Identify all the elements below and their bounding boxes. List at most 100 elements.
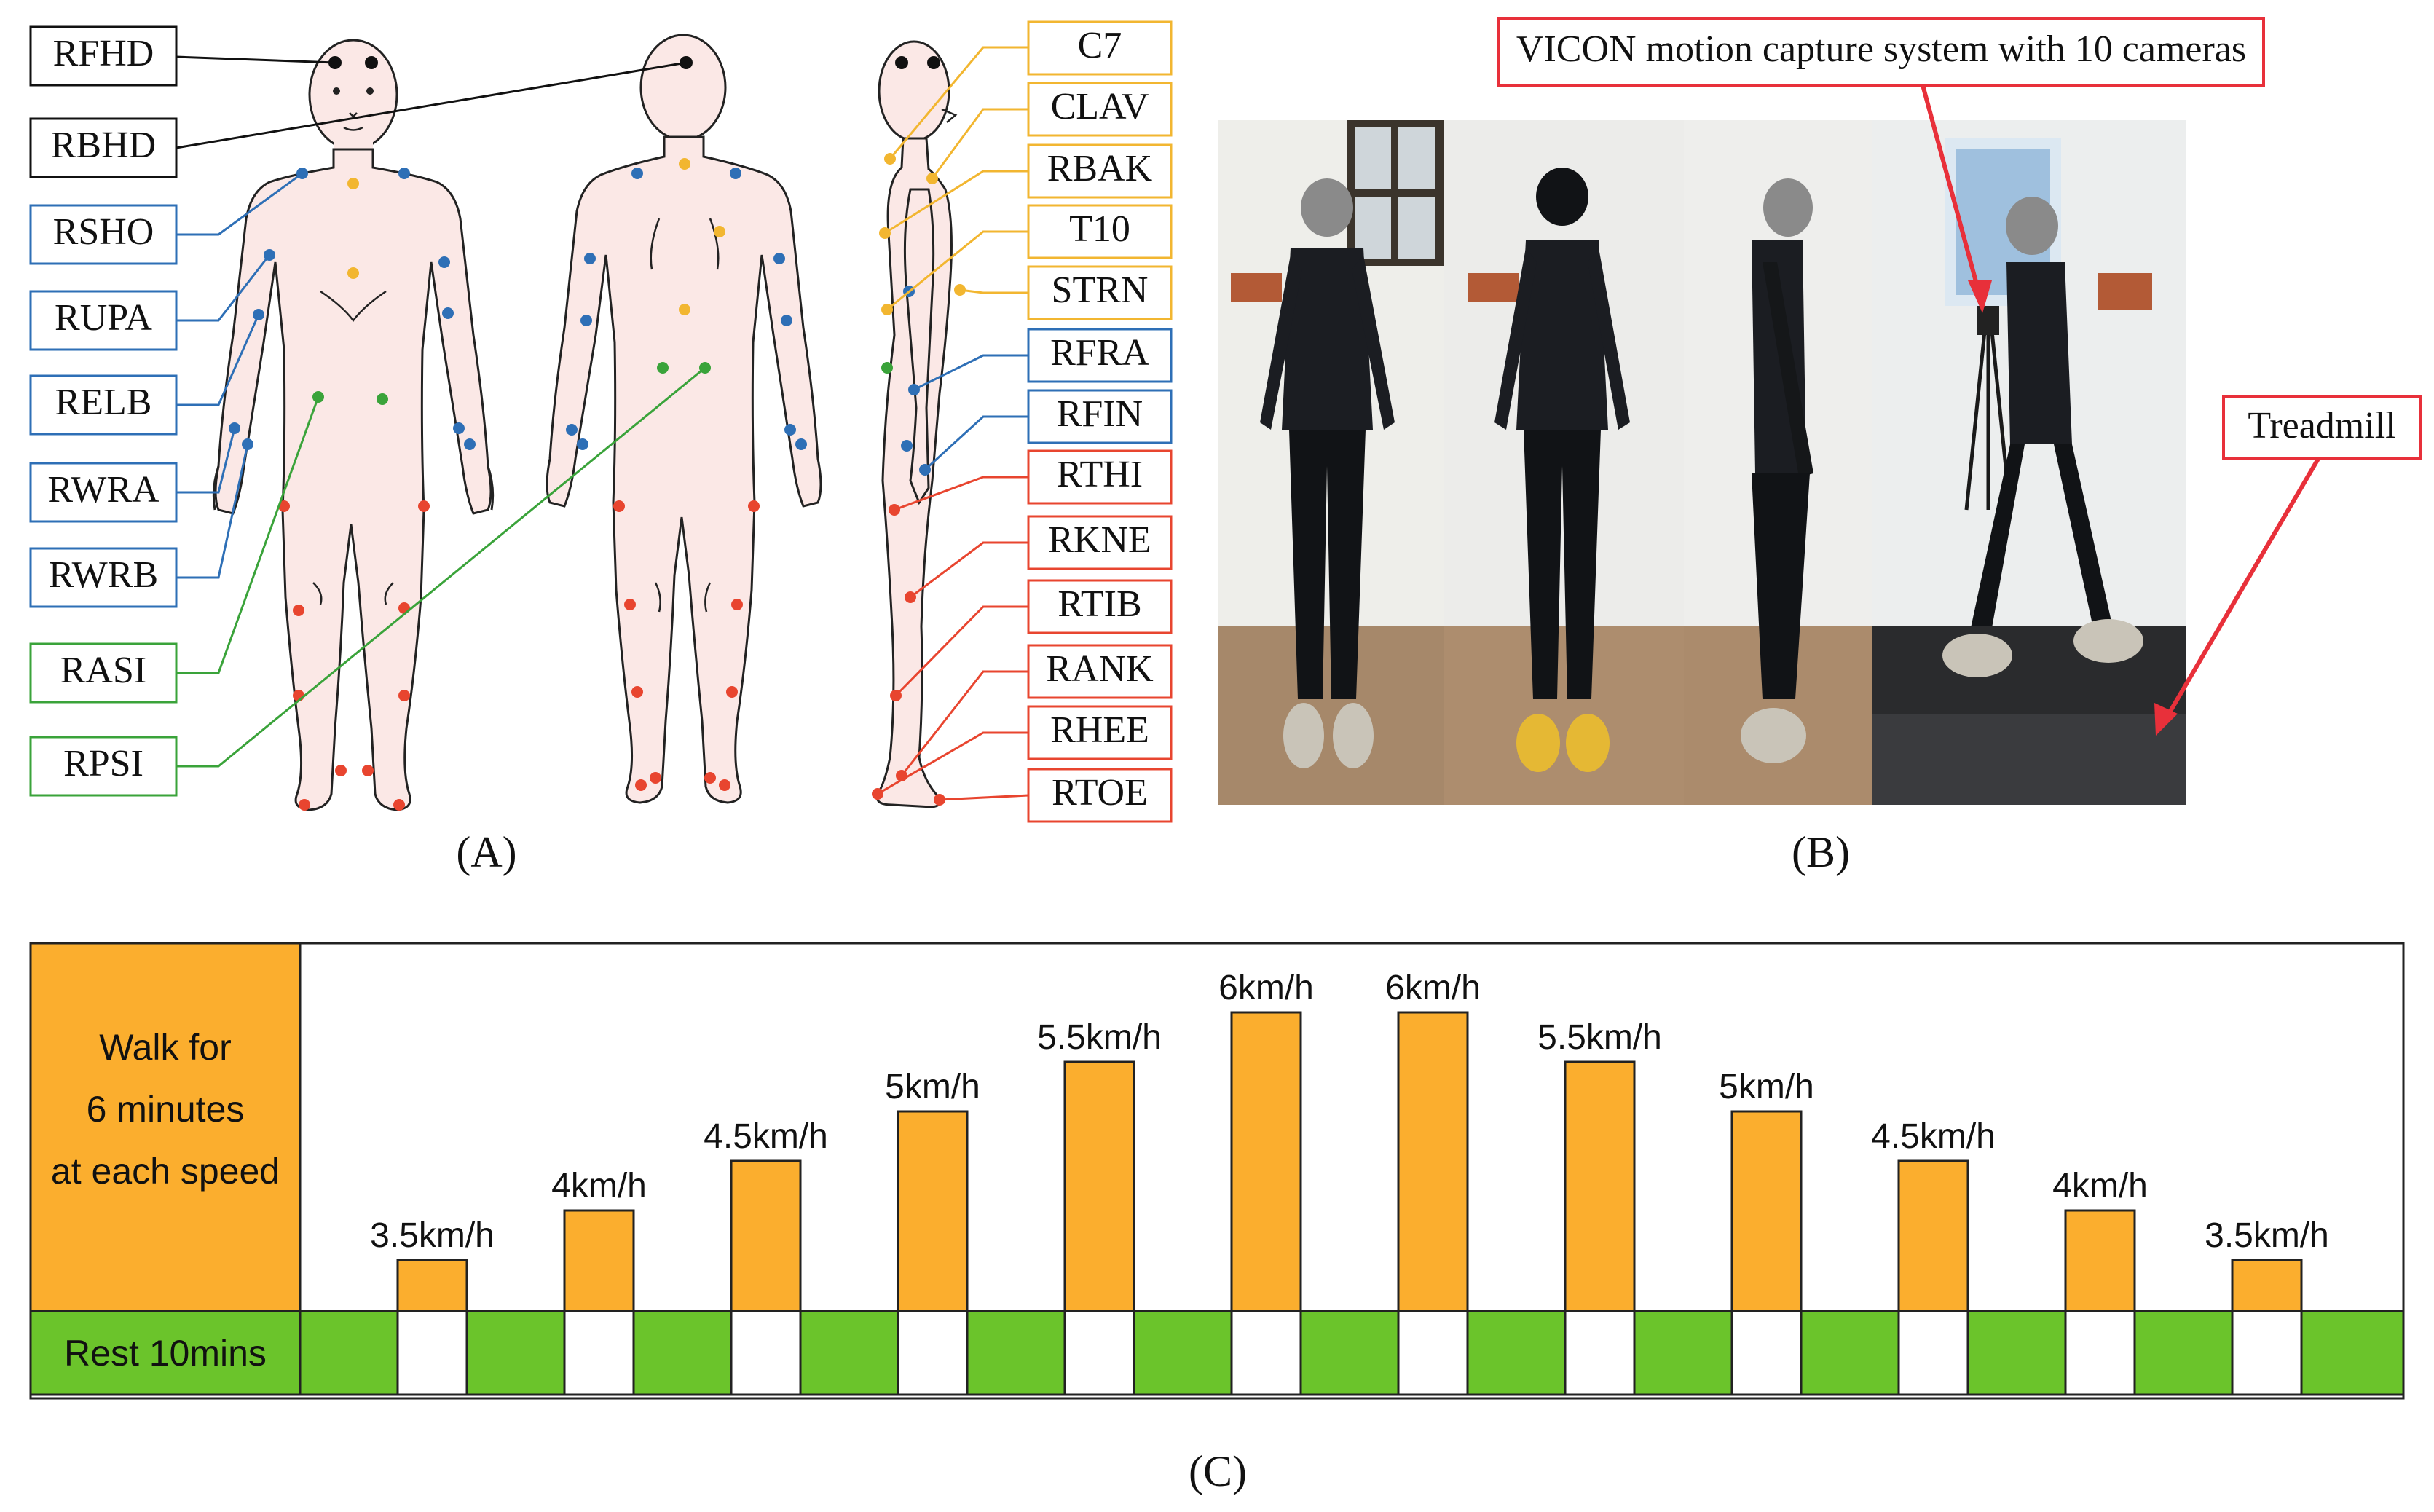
leader-rsho [176,172,303,236]
marker-dot-lupa-back [773,253,785,264]
speed-label-6: 6km/h [1218,969,1314,1007]
rest-legend-box [29,1310,302,1396]
panel-label-b: (B) [1792,828,1850,876]
leader-rupa [176,254,271,322]
photo-side-view [1684,120,1872,805]
walk-line-1: Walk for [99,1027,232,1068]
walk-gap-5 [1063,1310,1135,1396]
marker-dot-ltib-back [726,686,738,698]
speed-bar-6 [1230,1011,1302,1312]
leader-rfra [913,354,1028,391]
walk-gap-1 [396,1310,468,1396]
marker-dot-c7-back [679,158,690,170]
svg-text:RPSI: RPSI [63,743,143,784]
walk-gap-9 [1730,1310,1803,1396]
label-rbhd: RBHD [29,117,178,178]
walk-line-2: 6 minutes [87,1089,245,1130]
speed-bar-3 [730,1159,802,1312]
body-figures [212,34,958,811]
marker-dot-rkne-back [624,599,636,610]
label-rkne: RKNE [1027,515,1173,570]
walk-gap-6 [1230,1310,1302,1396]
walk-gap-8 [1564,1310,1636,1396]
speed-label-4: 5km/h [885,1068,980,1106]
leader-rpsi [176,366,706,768]
speed-label-10: 4.5km/h [1871,1117,1996,1156]
treadmill-arrow-line [2165,457,2320,719]
leader-clav [931,108,1028,179]
marker-dot-lsho-back [730,168,741,179]
leader-rtoe [939,794,1029,801]
marker-dot-lthi-front [418,500,430,512]
protocol-diagram: Walk for 6 minutes at each speed Rest 10… [29,942,2405,1400]
speed-bar-10 [1897,1159,1969,1312]
marker-dot-lank-front [362,765,374,776]
speed-bar-7 [1397,1011,1469,1312]
svg-text:T10: T10 [1069,208,1130,250]
leader-rasi [176,396,320,674]
leader-relb [176,314,260,406]
marker-dot-relb-back [580,315,592,326]
walk-gap-11 [2064,1310,2136,1396]
marker-dot-lwrb-front [464,438,476,450]
leader-rbhd [176,61,687,149]
photo-panel: VICON motion capture system with 10 came… [1218,17,2422,805]
treadmill-callout: Treadmill [2222,395,2422,460]
marker-dot-rtib-back [631,686,643,698]
leader-strn [959,288,1028,294]
marker-dots [229,56,966,811]
rest-label: Rest 10mins [64,1333,267,1374]
marker-dot-rwra-back [566,424,578,436]
svg-text:RHEE: RHEE [1050,709,1149,751]
marker-dot-strn-front [347,267,359,279]
label-rfra: RFRA [1027,328,1173,383]
marker-dot-ltib-front [398,690,410,701]
label-rthi: RTHI [1027,449,1173,505]
svg-text:STRN: STRN [1052,269,1149,311]
speed-bar-8 [1564,1060,1636,1312]
photo-front-view [1218,120,1444,805]
treadmill-arrow-head [2154,703,2178,736]
svg-text:RASI: RASI [60,650,146,691]
marker-dot-rank-front [335,765,347,776]
svg-text:RTOE: RTOE [1052,772,1148,814]
walk-gap-12 [2231,1310,2303,1396]
label-rtib: RTIB [1027,579,1173,634]
speed-label-2: 4km/h [551,1167,647,1205]
svg-text:RWRB: RWRB [49,554,158,596]
marker-dot-lthi-back [748,500,760,512]
leader-rfin [923,415,1028,471]
label-rtoe: RTOE [1027,768,1173,823]
vicon-callout: VICON motion capture system with 10 came… [1497,17,2265,87]
panel-label-a: (A) [456,828,516,876]
leader-rwra [176,428,236,494]
marker-dot-rsho-back [631,168,643,179]
walk-gap-10 [1897,1310,1969,1396]
svg-text:RELB: RELB [55,382,152,423]
speed-label-12: 3.5km/h [2205,1216,2329,1255]
leader-rwrb [176,444,249,579]
leader-c7 [889,46,1028,160]
marker-dot-rupa-back [584,253,596,264]
walk-line-3: at each speed [51,1151,280,1192]
marker-dot-rkne-front [293,605,304,616]
svg-text:RANK: RANK [1046,648,1154,690]
marker-dot-rfhd-2 [365,56,378,69]
marker-dot-lwrb-back [795,438,807,450]
photo-treadmill-view [1872,120,2186,805]
svg-text:C7: C7 [1078,25,1122,66]
svg-text:RWRA: RWRA [47,469,159,511]
svg-text:RTHI: RTHI [1057,454,1143,495]
marker-dot-rhee-back [650,772,661,784]
marker-dot-rwra-side [901,440,913,452]
label-rhee: RHEE [1027,705,1173,760]
marker-dot-lelb-back [781,315,792,326]
marker-dot-lkne-back [731,599,743,610]
vicon-arrow-head [1968,280,1992,313]
leader-rank [900,670,1028,776]
marker-dot-clav-front [347,178,359,189]
label-rwra: RWRA [29,462,178,523]
leader-rthi [894,476,1028,511]
speed-bar-1 [396,1259,468,1312]
